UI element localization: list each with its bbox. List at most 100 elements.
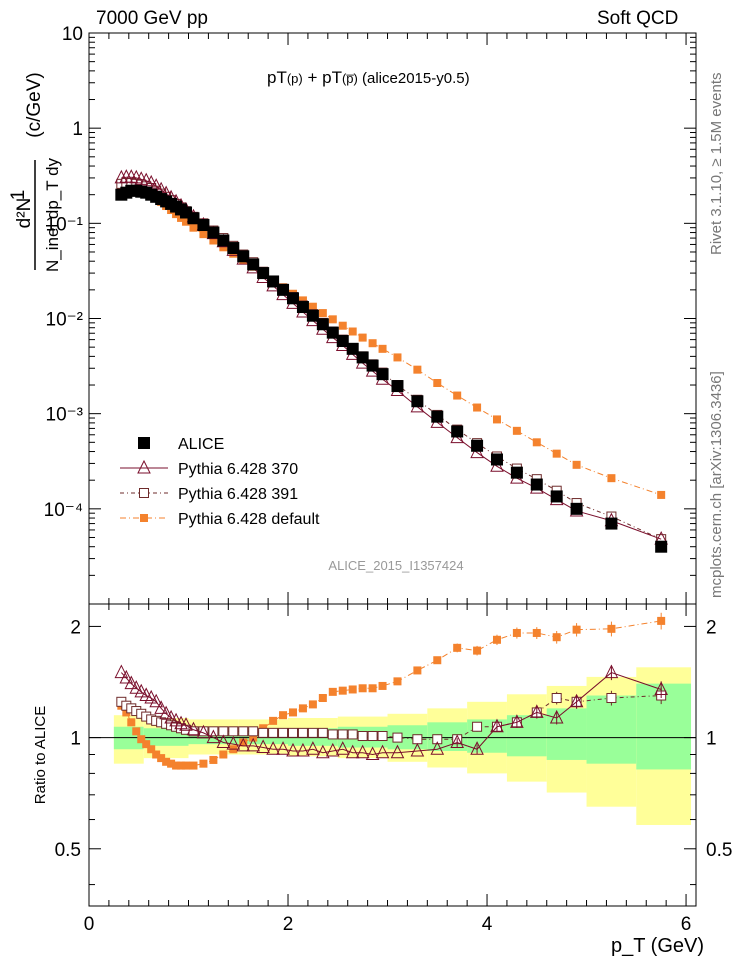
ratio-point-pdef (162, 757, 171, 766)
point-pdef (378, 344, 387, 353)
point-pdef (473, 403, 482, 412)
ratio-point-p370 (159, 705, 173, 720)
ratio-point-p370 (490, 718, 504, 733)
ratio-point-p370 (450, 734, 464, 748)
ratio-line-p391 (121, 695, 662, 740)
ratio-point-p370 (390, 744, 405, 759)
point-data (267, 275, 280, 288)
ratio-point-pdef (378, 681, 387, 690)
point-pdef (433, 379, 442, 388)
ratio-line-pdef (120, 620, 662, 767)
ratio-point-pdef (177, 761, 186, 770)
ratio-point-pdef (572, 625, 581, 634)
point-data (530, 478, 543, 491)
ratio-point-pdef (132, 727, 141, 736)
ratio-point-p370 (196, 724, 211, 739)
legend-label-p391: Pythia 6.428 391 (178, 486, 298, 503)
ratio-point-p370 (569, 693, 584, 708)
point-data (431, 410, 444, 423)
point-data (217, 234, 230, 247)
ratio-point-pdef (453, 643, 462, 652)
point-p370 (114, 169, 129, 184)
ratio-point-p391 (268, 727, 279, 738)
ratio-point-p370 (355, 744, 370, 759)
point-data (346, 342, 359, 355)
ratio-point-pdef (358, 684, 367, 693)
ratio-y-tick-label-right: 0.5 (706, 840, 732, 861)
ratio-point-pdef (328, 687, 337, 696)
point-pdef (532, 438, 541, 447)
point-pdef (657, 490, 666, 499)
ratio-point-p370 (154, 700, 168, 714)
ratio-point-p391 (377, 731, 388, 742)
point-data (366, 359, 379, 372)
ratio-point-pdef (657, 616, 666, 625)
main-y-tick-label: 10⁻² (46, 310, 84, 331)
ratio-point-pdef (338, 686, 347, 695)
ratio-point-p370 (134, 683, 149, 698)
ratio-point-pdef (393, 677, 402, 686)
ratio-point-p391 (307, 727, 318, 738)
main-y-tick-label: 10 (62, 24, 83, 45)
point-pdef (219, 243, 228, 252)
point-data (570, 502, 583, 515)
point-data (550, 490, 563, 503)
main-y-tick-label: 10⁻³ (46, 405, 84, 426)
ylabel-numerator-2: d²N (14, 198, 35, 229)
ratio-y-tick-label-right: 1 (706, 729, 717, 750)
point-pdef (552, 449, 561, 458)
ratio-point-p370 (256, 739, 270, 754)
point-pdef (413, 365, 422, 374)
ratio-point-p370 (345, 744, 360, 759)
point-data (376, 368, 389, 381)
x-tick-label: 6 (681, 914, 692, 935)
x-tick-label: 4 (482, 914, 493, 935)
ratio-point-pdef (152, 750, 161, 759)
ratio-point-pdef (413, 666, 422, 675)
header-left: 7000 GeV pp (96, 8, 208, 29)
ratio-point-pdef (279, 711, 288, 720)
ratio-y-tick-label-right: 2 (706, 617, 717, 638)
ratio-point-p391 (287, 727, 298, 738)
ratio-point-p391 (472, 721, 483, 732)
ratio-y-tick-label: 0.5 (55, 840, 81, 861)
ylabel-units: (c/GeV) (24, 72, 45, 137)
ratio-point-p391 (357, 731, 368, 742)
ratio-point-p391 (317, 727, 328, 738)
x-tick-label: 0 (84, 914, 95, 935)
ratio-point-p370 (529, 704, 544, 718)
plot-title-part-0: pT (267, 68, 287, 87)
ratio-series-pdef (117, 612, 666, 770)
legend-label-data: ALICE (178, 436, 224, 453)
point-pdef (328, 315, 337, 324)
ratio-point-pdef (157, 754, 166, 763)
ratio-line-p370 (120, 672, 662, 756)
ratio-point-pdef (199, 759, 208, 768)
ratio-point-p391 (327, 729, 338, 740)
point-pdef (318, 309, 327, 318)
ratio-point-pdef (249, 733, 258, 742)
ratio-point-p391 (412, 734, 423, 745)
series-data (115, 184, 668, 553)
ratio-y-label: Ratio to ALICE (32, 706, 49, 804)
ratio-point-pdef (167, 759, 176, 768)
x-axis-label: p_T (GeV) (611, 935, 704, 957)
legend-marker-pdef (140, 514, 148, 522)
ratio-point-pdef (368, 684, 377, 693)
header-right: Soft QCD (597, 8, 679, 29)
ratio-point-p370 (124, 675, 139, 690)
ratio-point-p391 (248, 726, 259, 737)
ratio-point-pdef (433, 656, 442, 665)
ratio-point-p370 (149, 693, 163, 708)
point-pdef (368, 339, 377, 348)
ratio-point-p370 (266, 741, 280, 755)
stat-band-segment (586, 695, 637, 764)
ratio-series-p370 (114, 664, 668, 761)
point-pdef (348, 327, 357, 336)
ratio-point-p370 (654, 681, 668, 695)
point-data (227, 242, 240, 255)
ratio-point-p391 (337, 729, 348, 740)
point-data (356, 351, 369, 364)
